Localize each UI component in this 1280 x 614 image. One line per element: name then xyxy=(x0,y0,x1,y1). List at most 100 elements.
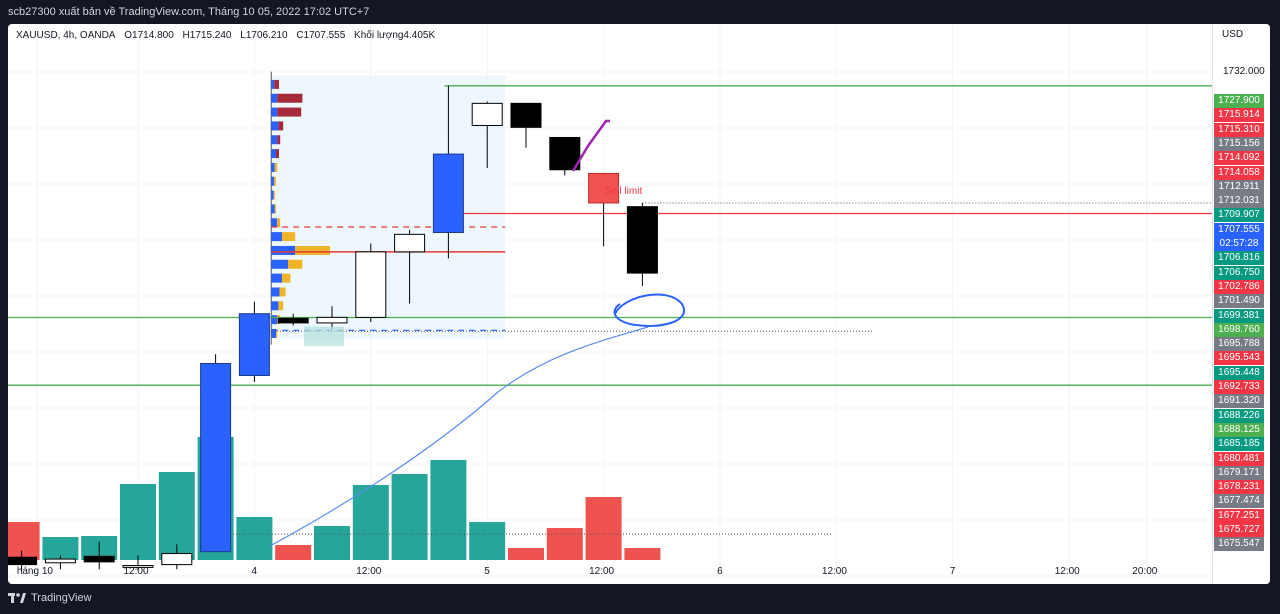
candle-body xyxy=(200,363,232,553)
profile-bin-down xyxy=(274,176,276,186)
profile-bin-down xyxy=(277,135,281,145)
volume-bar xyxy=(508,548,544,560)
volume-bar xyxy=(236,517,273,560)
price-tag: 1706.750 xyxy=(1214,265,1264,280)
footer-bar: TradingView xyxy=(0,584,1280,614)
moving-average-line xyxy=(269,326,649,547)
price-tag: 1699.381 xyxy=(1214,308,1264,323)
profile-bin-down xyxy=(279,287,286,297)
profile-bin-up xyxy=(271,162,275,172)
price-tag: 1706.816 xyxy=(1214,251,1264,266)
time-axis-label: 5 xyxy=(484,566,490,577)
time-axis-label: 12:00 xyxy=(1054,566,1080,577)
volume-bar xyxy=(314,526,350,560)
price-tag: 1679.171 xyxy=(1214,465,1264,480)
candle-body xyxy=(355,251,387,318)
price-tag: 1727.900 xyxy=(1214,94,1264,108)
profile-bin-up xyxy=(271,135,278,145)
tradingview-brand[interactable]: TradingView xyxy=(8,592,92,604)
profile-bin-down xyxy=(274,162,278,172)
profile-range-box xyxy=(271,75,506,339)
profile-bin-down xyxy=(276,149,279,159)
legend-close: C1707.555 xyxy=(296,30,346,41)
profile-bin-up xyxy=(271,328,276,338)
price-tag: 1709.907 xyxy=(1214,208,1264,223)
profile-bin-up xyxy=(271,273,282,283)
profile-bin-down xyxy=(295,245,330,255)
profile-bin-up xyxy=(271,121,279,131)
symbol-legend: XAUUSD, 4h, OANDA O1714.800 H1715.240 L1… xyxy=(16,30,441,41)
candle-body xyxy=(8,556,38,566)
candle-body xyxy=(44,558,76,564)
currency-label[interactable]: USD xyxy=(1222,29,1244,40)
candle-body xyxy=(83,555,115,563)
profile-bin-down xyxy=(282,232,296,242)
profile-bin-down xyxy=(282,273,291,283)
price-tick: 1732.000 xyxy=(1223,66,1265,77)
volume-bar xyxy=(120,484,156,560)
price-tag: 1715.914 xyxy=(1214,108,1264,123)
price-tag: 1675.547 xyxy=(1214,537,1264,552)
price-scale[interactable]: USD 1732.000 1727.900 1715.914 1715.310 171… xyxy=(1212,24,1270,584)
legend-open: O1714.800 xyxy=(124,30,174,41)
time-axis-label: 12:00 xyxy=(821,566,847,577)
profile-bin-down xyxy=(277,218,281,228)
profile-bin-down xyxy=(274,79,279,89)
trend-arrow-drawing xyxy=(571,119,610,172)
profile-bin-down xyxy=(274,204,276,214)
candles xyxy=(8,85,658,572)
time-axis-label: 12:00 xyxy=(123,566,149,577)
candle-body xyxy=(122,565,154,568)
price-tag: 1707.555 xyxy=(1214,222,1264,237)
volume-bar xyxy=(42,537,79,560)
candlestick-chart[interactable] xyxy=(8,24,1212,584)
candle-body xyxy=(394,233,426,253)
sell-limit-label[interactable]: Sell limit xyxy=(605,186,643,197)
profile-bin-up xyxy=(271,245,296,255)
time-axis-label: háng 10 xyxy=(16,566,53,577)
user-drawings[interactable] xyxy=(269,119,685,547)
profile-bin-down xyxy=(278,301,284,311)
price-tag: 1685.185 xyxy=(1214,437,1264,452)
price-tag: 1688.226 xyxy=(1214,408,1264,423)
profile-bin-down xyxy=(273,190,275,200)
profile-bin-up xyxy=(271,190,274,200)
price-tag: 02:57:28 xyxy=(1214,237,1264,251)
candle-body xyxy=(588,172,620,204)
price-tag: 1712.911 xyxy=(1214,179,1264,194)
profile-bin-up xyxy=(271,287,280,297)
volume-bar xyxy=(546,528,583,560)
price-tag: 1695.543 xyxy=(1214,351,1264,366)
price-tag: 1692.733 xyxy=(1214,380,1264,394)
price-tag: 1677.474 xyxy=(1214,494,1264,509)
profile-bin-up xyxy=(271,107,278,117)
candle-body xyxy=(471,102,503,126)
candle-body xyxy=(238,313,270,376)
profile-bin-up xyxy=(271,204,275,214)
chart-panel[interactable]: XAUUSD, 4h, OANDA O1714.800 H1715.240 L1… xyxy=(8,24,1270,584)
candle-body xyxy=(549,136,581,171)
brand-name: TradingView xyxy=(31,592,92,604)
time-axis-label: 6 xyxy=(717,566,723,577)
volume-bar xyxy=(275,545,312,560)
profile-bin-down xyxy=(288,259,303,269)
price-tag: 1675.727 xyxy=(1214,523,1264,537)
price-tag: 1678.231 xyxy=(1214,480,1264,495)
volume-bar xyxy=(430,460,467,560)
legend-low: L1706.210 xyxy=(240,30,288,41)
volume-bar xyxy=(469,522,506,560)
profile-bin-up xyxy=(271,232,282,242)
price-tag: 1698.760 xyxy=(1214,322,1264,337)
publisher-title: scb27300 xuất bản về TradingView.com, Th… xyxy=(8,6,370,18)
legend-symbol[interactable]: XAUUSD, 4h, OANDA xyxy=(16,30,116,41)
volume-bar xyxy=(624,548,661,560)
horizontal-levels[interactable] xyxy=(8,85,1212,535)
volume-bars xyxy=(8,437,661,560)
candle-body xyxy=(432,153,464,233)
publisher-bar: scb27300 xuất bản về TradingView.com, Th… xyxy=(0,0,1280,24)
profile-bin-up xyxy=(271,218,278,228)
candle-body xyxy=(277,317,309,324)
volume-bar xyxy=(585,497,622,560)
price-tag: 1695.788 xyxy=(1214,337,1264,352)
profile-bin-down xyxy=(278,121,284,131)
